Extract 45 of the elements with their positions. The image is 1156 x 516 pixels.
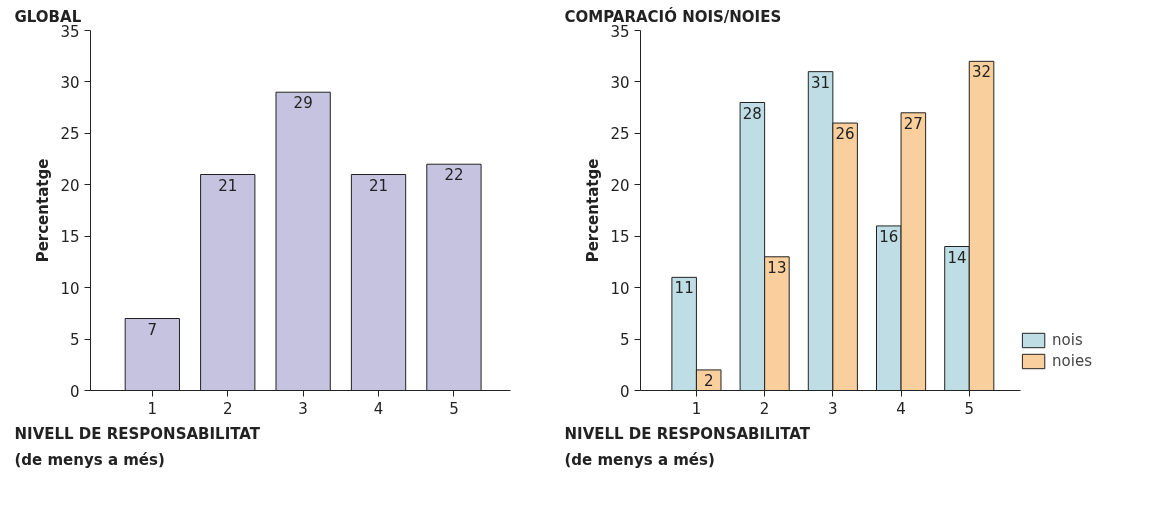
data-label: 27 — [903, 114, 923, 133]
data-label: 13 — [767, 258, 787, 277]
y-tick-label: 15 — [60, 228, 80, 247]
x-tick-label: 4 — [373, 399, 384, 418]
data-label: 22 — [444, 166, 464, 185]
data-label: 31 — [811, 73, 831, 92]
x-tick-label: 2 — [222, 399, 233, 418]
data-label: 2 — [703, 371, 714, 390]
y-tick-label: 0 — [69, 382, 80, 401]
x-tick-label: 4 — [896, 399, 906, 418]
y-tick-label: 15 — [610, 228, 630, 247]
y-axis-title: Percentatge — [34, 158, 53, 263]
y-tick-label: 25 — [610, 125, 630, 144]
data-label: 16 — [879, 227, 899, 246]
x-tick-label: 5 — [964, 399, 975, 418]
data-label: 14 — [947, 248, 967, 267]
legend-label: noies — [1052, 352, 1092, 370]
x-axis-title: NIVELL DE RESPONSABILITAT (de menys a més) — [14, 424, 261, 469]
data-label: 26 — [835, 125, 855, 144]
y-tick-label: 25 — [60, 125, 80, 144]
data-label: 28 — [742, 104, 762, 123]
x-tick-label: 3 — [828, 399, 838, 418]
legend-label: nois — [1052, 331, 1083, 349]
x-tick-label: 5 — [449, 399, 459, 418]
x-tick-label: 3 — [298, 399, 308, 418]
y-axis-title: Percentatge — [584, 158, 603, 263]
data-label: 7 — [147, 320, 158, 339]
y-tick-label: 30 — [610, 73, 630, 92]
y-tick-label: 5 — [619, 331, 630, 350]
y-tick-label: 20 — [60, 176, 80, 195]
y-tick-label: 10 — [610, 279, 630, 298]
data-label: 29 — [293, 94, 313, 113]
y-tick-label: 5 — [69, 331, 80, 350]
x-tick-label: 1 — [691, 399, 702, 418]
x-axis-title: NIVELL DE RESPONSABILITAT (de menys a més) — [564, 424, 811, 469]
y-tick-label: 10 — [60, 279, 80, 298]
data-label: 21 — [218, 176, 238, 195]
data-label: 32 — [972, 63, 992, 82]
data-label: 21 — [369, 176, 389, 195]
x-tick-label: 2 — [759, 399, 770, 418]
y-tick-label: 0 — [619, 382, 630, 401]
x-tick-label: 1 — [147, 399, 158, 418]
data-label: 11 — [674, 279, 694, 298]
y-tick-label: 30 — [60, 73, 80, 92]
y-tick-label: 20 — [610, 176, 630, 195]
